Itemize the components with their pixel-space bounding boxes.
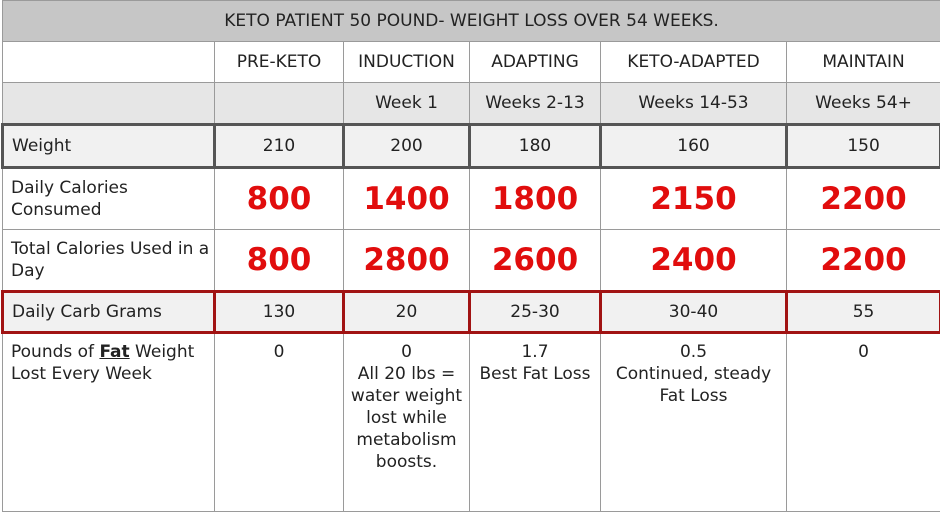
phase-header: MAINTAIN (787, 42, 940, 83)
total-calories-row: Total Calories Used in a Day 800 2800 26… (3, 230, 940, 292)
fat-loss-cell: 0 (787, 333, 940, 512)
fat-loss-row: Pounds of Fat Weight Lost Every Week 0 0… (3, 333, 940, 512)
total-calories-value: 2800 (344, 230, 470, 292)
weight-value: 210 (215, 125, 344, 168)
fat-loss-cell: 0 (215, 333, 344, 512)
week-range: Weeks 2-13 (470, 83, 601, 125)
total-calories-value: 2400 (601, 230, 787, 292)
weight-value: 180 (470, 125, 601, 168)
daily-calories-value: 800 (215, 168, 344, 230)
daily-calories-value: 1800 (470, 168, 601, 230)
weight-value: 200 (344, 125, 470, 168)
fat-loss-note: All 20 lbs = water weight lost while met… (348, 363, 465, 473)
fat-loss-value: 1.7 (474, 341, 596, 363)
fat-loss-note: Continued, steady Fat Loss (605, 363, 782, 407)
phase-header-row: PRE-KETO INDUCTION ADAPTING KETO-ADAPTED… (3, 42, 940, 83)
phase-header-empty (3, 42, 215, 83)
table-title: KETO PATIENT 50 POUND- WEIGHT LOSS OVER … (3, 1, 940, 42)
week-range-empty (3, 83, 215, 125)
fat-loss-value: 0 (219, 341, 339, 363)
daily-calories-value: 2150 (601, 168, 787, 230)
daily-calories-row: Daily Calories Consumed 800 1400 1800 21… (3, 168, 940, 230)
row-label: Pounds of Fat Weight Lost Every Week (3, 333, 215, 512)
daily-calories-value: 2200 (787, 168, 940, 230)
total-calories-value: 800 (215, 230, 344, 292)
fat-loss-value: 0 (791, 341, 936, 363)
phase-header: KETO-ADAPTED (601, 42, 787, 83)
phase-header: ADAPTING (470, 42, 601, 83)
row-label: Weight (3, 125, 215, 168)
daily-calories-value: 1400 (344, 168, 470, 230)
weight-value: 160 (601, 125, 787, 168)
carb-grams-value: 25-30 (470, 292, 601, 333)
fat-label-before: Pounds of (11, 342, 99, 362)
row-label: Total Calories Used in a Day (3, 230, 215, 292)
phase-header: INDUCTION (344, 42, 470, 83)
carb-grams-value: 20 (344, 292, 470, 333)
row-label: Daily Carb Grams (3, 292, 215, 333)
total-calories-value: 2200 (787, 230, 940, 292)
carb-grams-value: 30-40 (601, 292, 787, 333)
week-range-row: Week 1 Weeks 2-13 Weeks 14-53 Weeks 54+ (3, 83, 940, 125)
weight-row: Weight 210 200 180 160 150 (3, 125, 940, 168)
row-label: Daily Calories Consumed (3, 168, 215, 230)
carb-grams-value: 55 (787, 292, 940, 333)
week-range (215, 83, 344, 125)
week-range: Week 1 (344, 83, 470, 125)
week-range: Weeks 54+ (787, 83, 940, 125)
total-calories-value: 2600 (470, 230, 601, 292)
phase-header: PRE-KETO (215, 42, 344, 83)
fat-label-emphasis: Fat (99, 342, 129, 362)
carb-grams-value: 130 (215, 292, 344, 333)
week-range: Weeks 14-53 (601, 83, 787, 125)
carb-grams-row: Daily Carb Grams 130 20 25-30 30-40 55 (3, 292, 940, 333)
weight-value: 150 (787, 125, 940, 168)
fat-loss-value: 0 (348, 341, 465, 363)
fat-loss-value: 0.5 (605, 341, 782, 363)
table-title-row: KETO PATIENT 50 POUND- WEIGHT LOSS OVER … (3, 1, 940, 42)
fat-loss-note: Best Fat Loss (474, 363, 596, 385)
